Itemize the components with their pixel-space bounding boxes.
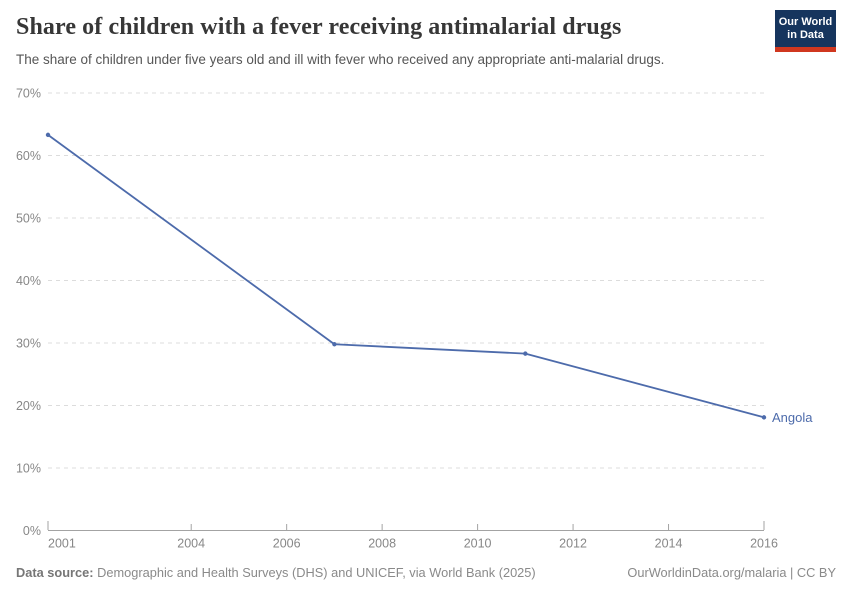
page-title: Share of children with a fever receiving… (16, 14, 622, 40)
owid-logo-line2: in Data (787, 29, 824, 41)
chart-area: 0% 10% 20% 30% 40% 50% 60% 70% 2001 2004 2006 2008 2… (16, 87, 813, 551)
x-tick-label: 2008 (368, 537, 396, 551)
y-tick-label: 0% (23, 524, 41, 538)
owid-logo-line1: Our World (778, 16, 833, 28)
x-tick-label: 2014 (655, 537, 683, 551)
x-tick-label: 2012 (559, 537, 587, 551)
y-tick-label: 40% (16, 274, 41, 288)
series-label-angola: Angola (772, 410, 813, 425)
data-point (523, 351, 528, 356)
owid-logo[interactable]: Our World in Data (775, 10, 836, 52)
data-source-note: Data source: Demographic and Health Surv… (16, 565, 536, 580)
data-source-label: Data source: (16, 565, 94, 580)
x-tick-label: 2006 (273, 537, 301, 551)
owid-logo-text: Our World in Data (775, 10, 836, 47)
y-tick-label: 30% (16, 337, 41, 351)
owid-url-license-link[interactable]: OurWorldinData.org/malaria | CC BY (627, 565, 836, 580)
data-line-angola (47, 133, 765, 419)
data-source-text: Demographic and Health Surveys (DHS) and… (93, 565, 536, 580)
owid-logo-red-bar (775, 47, 836, 52)
x-tick-label: 2001 (48, 537, 76, 551)
y-tick-label: 20% (16, 399, 41, 413)
chart-footer: Data source: Demographic and Health Surv… (16, 565, 836, 580)
x-tick-label: 2004 (177, 537, 205, 551)
data-point (45, 132, 51, 138)
x-tick-label: 2016 (750, 537, 778, 551)
data-point (332, 342, 337, 347)
x-tick-label: 2010 (464, 537, 492, 551)
y-tick-label: 60% (16, 149, 41, 163)
y-tick-label: 70% (16, 87, 41, 101)
data-point (761, 415, 767, 420)
y-tick-label: 50% (16, 212, 41, 226)
y-tick-label: 10% (16, 462, 41, 476)
chart-subtitle: The share of children under five years o… (16, 52, 665, 67)
